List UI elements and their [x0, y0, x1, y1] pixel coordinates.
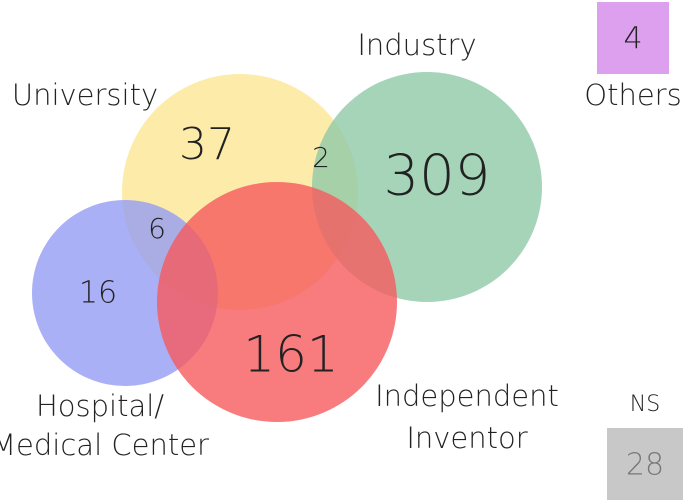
ns-box [607, 428, 683, 500]
ns-count: 28 [626, 448, 664, 483]
set-label: University [12, 78, 158, 112]
set-label: Medical Center [0, 428, 209, 462]
region-count: 161 [243, 326, 338, 384]
set-label: Independent [375, 379, 559, 413]
region-count: 309 [384, 143, 491, 208]
others-box [597, 2, 669, 74]
others-label: Others [584, 78, 681, 112]
region-count: 16 [79, 276, 117, 311]
ns-label: NS [630, 392, 660, 417]
set-label: Inventor [406, 421, 527, 455]
set-label: Industry [357, 28, 476, 62]
set-label: Hospital/ [36, 389, 164, 423]
region-count: 2 [312, 141, 330, 174]
circles [32, 72, 542, 422]
others-count: 4 [623, 22, 642, 57]
region-count: 6 [148, 212, 166, 245]
inventor-circle [157, 182, 397, 422]
region-count: 37 [179, 119, 235, 170]
